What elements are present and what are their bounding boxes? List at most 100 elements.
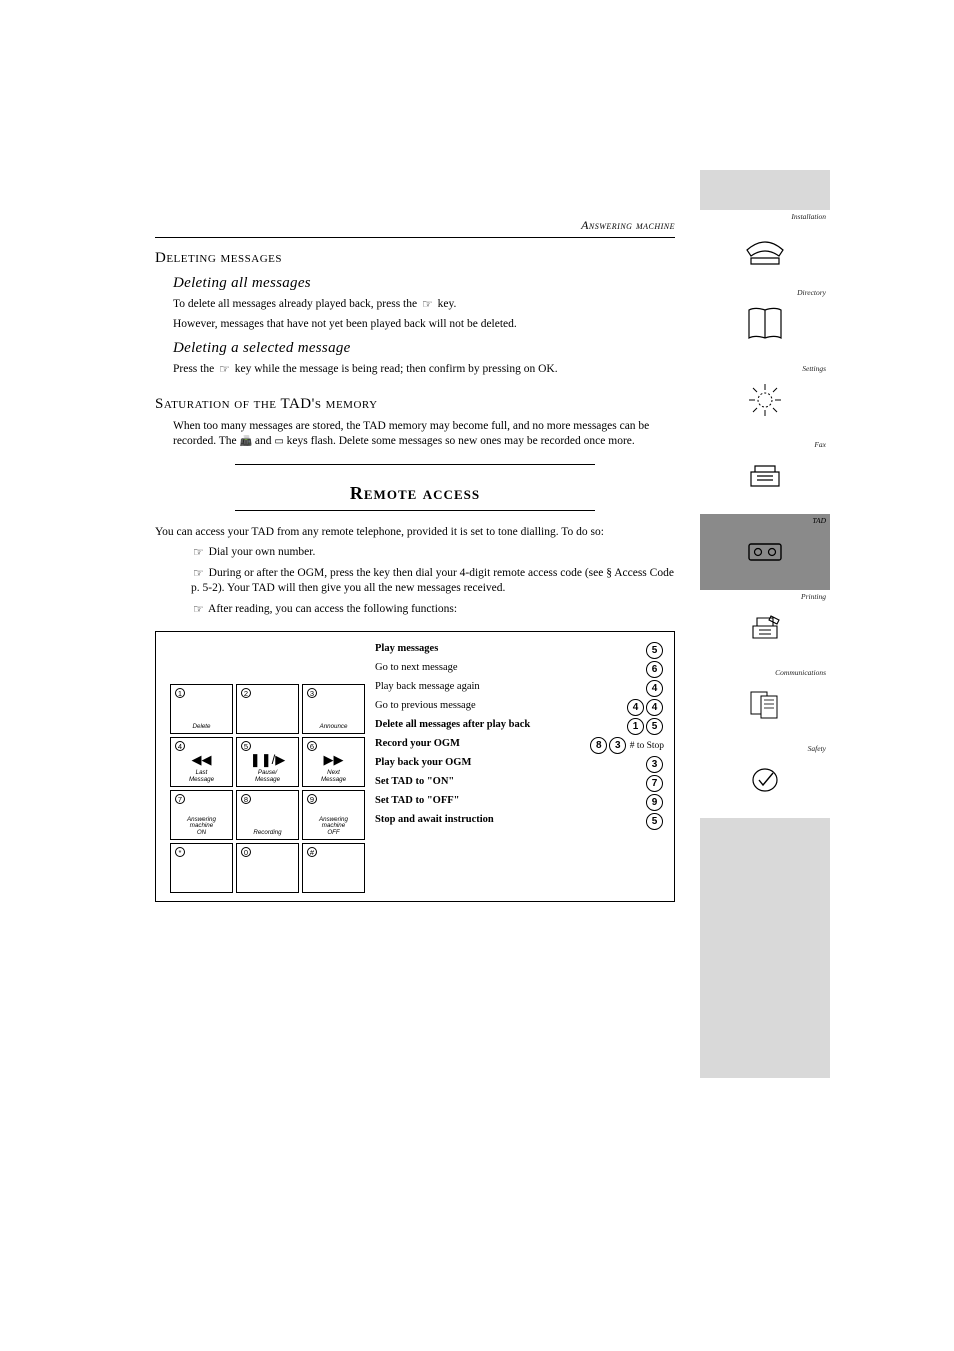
keypad-key-number: 0 <box>241 847 251 857</box>
step: ☞ After reading, you can access the foll… <box>191 601 675 618</box>
t: After reading, you can access the follow… <box>208 603 457 615</box>
sidebar-item-safety: Safety <box>700 742 830 818</box>
t: Press the <box>173 363 217 375</box>
instruction-text: Record your OGM <box>375 737 585 751</box>
check-circle-icon <box>741 760 789 800</box>
key-circle: 5 <box>646 813 663 830</box>
key-circle: 7 <box>646 775 663 792</box>
book-icon <box>741 304 789 344</box>
instruction-row: Play back your OGM 3 <box>375 756 664 773</box>
para: When too many messages are stored, the T… <box>173 419 675 450</box>
keypad-key-glyph: ❚❚/▶ <box>237 752 298 768</box>
keypad-key: 3Announce <box>302 684 365 734</box>
instruction-row: Go to next message 6 <box>375 661 664 678</box>
sidebar-item-settings: Settings <box>700 362 830 438</box>
t: and <box>255 435 274 447</box>
instruction-row: Play back message again 4 <box>375 680 664 697</box>
instruction-keys: 5 <box>641 642 664 659</box>
keypad-key: * <box>170 843 233 893</box>
instruction-keys: 5 <box>641 813 664 830</box>
instruction-keys: 83 # to Stop <box>585 737 664 754</box>
keypad-key-number: 5 <box>241 741 251 751</box>
keypad-key: 8Recording <box>236 790 299 840</box>
instruction-keys: 3 <box>641 756 664 773</box>
keypad-key: 5❚❚/▶Pause/Message <box>236 737 299 787</box>
phone-icon <box>741 228 789 268</box>
sidebar-item-label: Fax <box>814 441 826 449</box>
step: ☞ Dial your own number. <box>191 544 675 561</box>
instruction-text: Stop and await instruction <box>375 813 641 827</box>
instruction-text: Go to next message <box>375 661 641 675</box>
key-circle: 5 <box>646 642 663 659</box>
instruction-row: Go to previous message44 <box>375 699 664 716</box>
instruction-row: Record your OGM83 # to Stop <box>375 737 664 754</box>
hand-icon: ☞ <box>193 565 204 581</box>
instruction-row: Delete all messages after play back15 <box>375 718 664 735</box>
key-circle: 8 <box>590 737 607 754</box>
instruction-row: Play messages 5 <box>375 642 664 659</box>
sidebar-item-directory: Directory <box>700 286 830 362</box>
keypad-key-label: Recording <box>237 830 298 837</box>
h-deleting-sel: Deleting a selected message <box>173 340 675 357</box>
keypad-key-number: 4 <box>175 741 185 751</box>
instruction-keys: 15 <box>622 718 664 735</box>
t: key. <box>438 298 457 310</box>
instruction-text: Go to previous message <box>375 699 622 713</box>
keypad-key: 7AnsweringmachineON <box>170 790 233 840</box>
section-title-wrap: Remote access <box>155 483 675 504</box>
keypad-key: 2 <box>236 684 299 734</box>
remote-commands-box: 1Delete23Announce4◀◀LastMessage5❚❚/▶Paus… <box>155 631 675 902</box>
keypad-key-number: 3 <box>307 688 317 698</box>
keypad-key-label: LastMessage <box>171 770 232 783</box>
keypad-key-glyph: ◀◀ <box>171 752 232 768</box>
keypad-key-label: NextMessage <box>303 770 364 783</box>
instruction-text: Play messages <box>375 642 641 656</box>
fax-icon: 📠 <box>240 435 252 449</box>
keypad-key: 6▶▶NextMessage <box>302 737 365 787</box>
keypad-key-label: AnsweringmachineOFF <box>303 817 364 837</box>
keypad-key: 1Delete <box>170 684 233 734</box>
sidebar-item-label: Settings <box>802 365 826 373</box>
instruction-keys: 44 <box>622 699 664 716</box>
instruction-text: Play back message again <box>375 680 641 694</box>
keypad-diagram: 1Delete23Announce 4◀◀ LastMessage 5❚❚/▶Paus… <box>156 632 371 901</box>
instruction-note: # to Stop <box>627 741 664 751</box>
keypad-key: 4◀◀ LastMessage <box>170 737 233 787</box>
para: To delete all messages already played ba… <box>173 296 675 313</box>
sidebar-item-label: TAD <box>812 517 826 525</box>
key-circle: 9 <box>646 794 663 811</box>
key-circle: 3 <box>646 756 663 773</box>
sun-icon <box>741 380 789 420</box>
sidebar-item-installation: Installation <box>700 210 830 286</box>
hand-icon: ☞ <box>422 296 433 312</box>
key-circle: 4 <box>646 699 663 716</box>
keypad-key-number: 1 <box>175 688 185 698</box>
key-circle: 4 <box>646 680 663 697</box>
instruction-text: Set TAD to "OFF" <box>375 794 641 808</box>
keypad-key: # <box>302 843 365 893</box>
sidebar-item-label: Printing <box>801 593 826 601</box>
sidebar-item-label: Directory <box>797 289 826 297</box>
key-circle: 1 <box>627 718 644 735</box>
sidebar-item-fax: Fax <box>700 438 830 514</box>
h-deleting: Deleting messages <box>155 250 675 267</box>
fax-icon <box>741 456 789 496</box>
step: ☞ During or after the OGM, press the key… <box>191 565 675 597</box>
keypad-key-number: * <box>175 847 185 857</box>
keypad-key-number: # <box>307 847 317 857</box>
hand-icon: ☞ <box>193 601 204 617</box>
tape-icon <box>741 532 789 572</box>
instruction-text: Delete all messages after play back <box>375 718 622 732</box>
key-circle: 6 <box>646 661 663 678</box>
main-content: Answering machine Deleting messages Dele… <box>155 218 675 902</box>
keypad-key: 9AnsweringmachineOFF <box>302 790 365 840</box>
instruction-text: Play back your OGM <box>375 756 641 770</box>
hand-icon: ☞ <box>193 544 204 560</box>
keypad-key-number: 7 <box>175 794 185 804</box>
rule <box>235 464 595 465</box>
sidebar-item-label: Communications <box>775 669 826 677</box>
para: You can access your TAD from any remote … <box>155 525 675 541</box>
h-deleting-all: Deleting all messages <box>173 275 675 292</box>
instruction-row: Set TAD to "OFF" 9 <box>375 794 664 811</box>
key-circle: 3 <box>609 737 626 754</box>
